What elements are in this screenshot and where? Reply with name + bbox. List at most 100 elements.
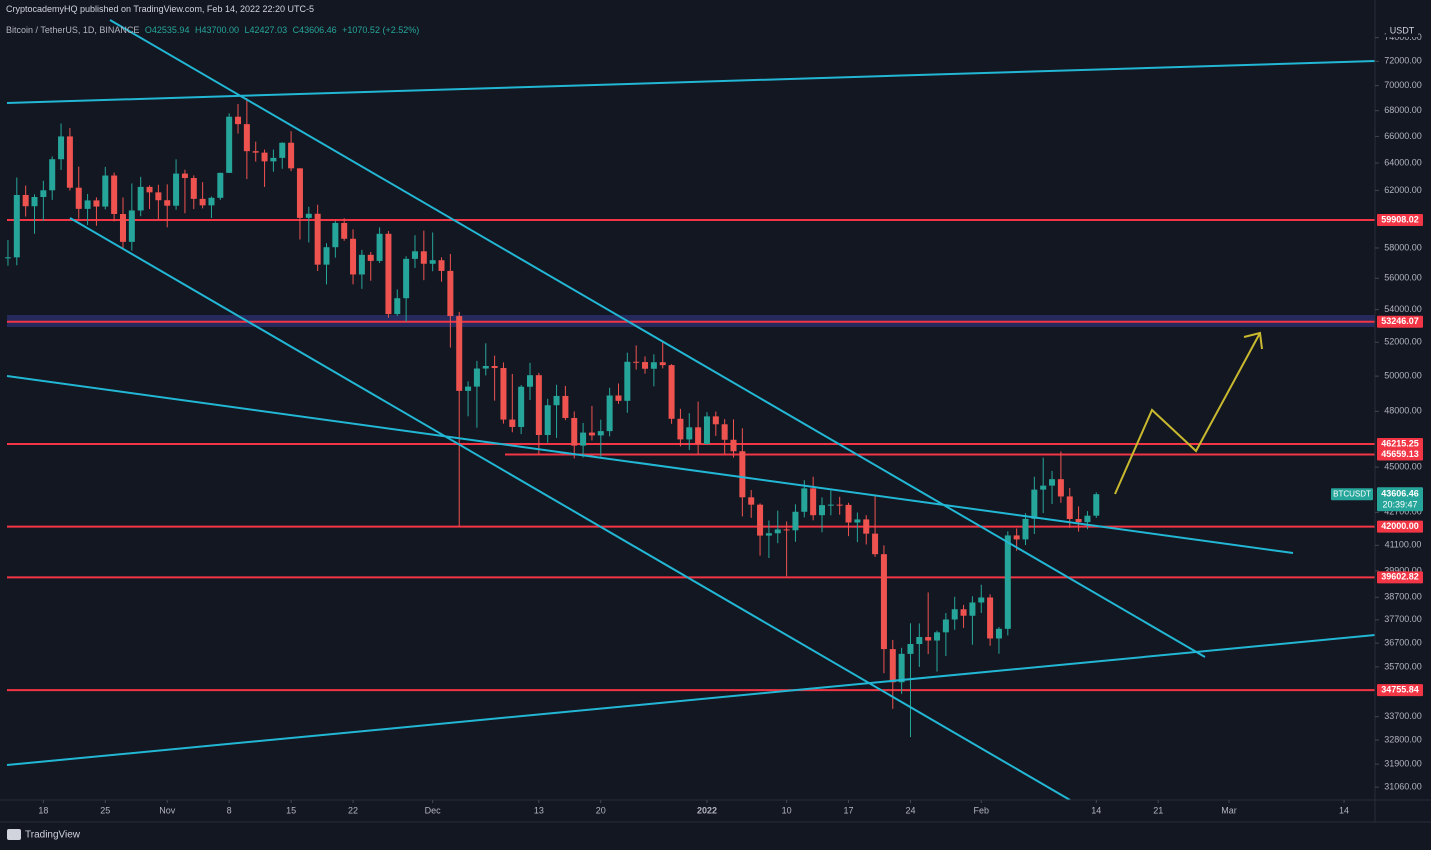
- candle-body: [845, 504, 852, 523]
- candle-body: [49, 159, 56, 191]
- x-tick-label: 10: [782, 805, 792, 815]
- candle-body: [473, 368, 480, 387]
- level-tag-label: 45659.13: [1381, 449, 1419, 459]
- candle-body: [571, 417, 578, 446]
- candle-body: [969, 602, 976, 616]
- x-tick-label: 14: [1339, 805, 1349, 815]
- level-tag-label: 39602.82: [1381, 572, 1419, 582]
- candle-body: [624, 361, 631, 401]
- y-tick-label: 37700.00: [1384, 614, 1422, 624]
- candle-body: [429, 260, 436, 264]
- level-tag: [1377, 315, 1423, 328]
- level-tag-label: 42000.00: [1381, 521, 1419, 531]
- candle-body: [650, 362, 657, 369]
- candle-body: [978, 597, 985, 603]
- candle-body: [677, 418, 684, 440]
- candle-body: [173, 173, 180, 206]
- candle-body: [544, 405, 551, 436]
- x-tick-label: 17: [844, 805, 854, 815]
- candle-body: [1040, 485, 1047, 490]
- candle-body: [102, 175, 109, 207]
- candle-body: [190, 178, 197, 199]
- trend-line: [109, 19, 1206, 658]
- candle-body: [951, 609, 958, 620]
- y-tick-label: 64000.00: [1384, 157, 1422, 167]
- candle-body: [31, 197, 38, 207]
- symbol-line: Bitcoin / TetherUS, 1D, BINANCE O42535.9…: [6, 25, 422, 35]
- x-tick-label: 18: [38, 805, 48, 815]
- candle-body: [801, 488, 808, 512]
- candle-body: [934, 632, 941, 641]
- x-tick-label: Mar: [1221, 805, 1237, 815]
- y-tick-label: 33700.00: [1384, 711, 1422, 721]
- countdown-label: 20:39:47: [1382, 500, 1417, 510]
- last-price-label: 43606.46: [1381, 489, 1419, 499]
- candle-body: [668, 365, 675, 419]
- candle-body: [606, 395, 613, 432]
- candle-body: [588, 432, 595, 436]
- x-tick-label: Nov: [159, 805, 176, 815]
- y-tick-label: 70000.00: [1384, 80, 1422, 90]
- arrow-head: [1243, 331, 1263, 350]
- level-tag: [1377, 571, 1423, 584]
- candle-body: [420, 251, 427, 264]
- publisher: CryptocademyHQ published on TradingView.…: [6, 4, 314, 14]
- level-tag-label: 59908.02: [1381, 214, 1419, 224]
- candle-body: [376, 233, 383, 261]
- candle-body: [411, 251, 418, 259]
- candle-body: [279, 142, 286, 158]
- candle-body: [13, 194, 20, 258]
- y-tick-label: 31060.00: [1384, 781, 1422, 791]
- candle-body: [341, 222, 348, 239]
- currency-label: USDT: [1390, 25, 1415, 35]
- candle-body: [358, 254, 365, 275]
- ohlc-close: C43606.46: [292, 25, 337, 35]
- candle-body: [252, 151, 259, 153]
- candle-body: [686, 427, 693, 440]
- candle-body: [75, 187, 82, 209]
- y-tick-label: 32800.00: [1384, 734, 1422, 744]
- publisher-line: CryptocademyHQ published on TradingView.…: [6, 4, 317, 14]
- candle-body: [872, 533, 879, 555]
- x-tick-label: 14: [1091, 805, 1101, 815]
- ohlc-change: +1070.52 (+2.52%): [342, 25, 420, 35]
- candle-body: [827, 504, 834, 506]
- candle-body: [580, 432, 587, 446]
- candle-body: [907, 644, 914, 654]
- level-tag: [1377, 214, 1423, 227]
- candle-body: [208, 197, 215, 206]
- candle-body: [288, 142, 295, 169]
- candle-body: [350, 238, 357, 275]
- candle-body: [925, 637, 932, 641]
- candle-body: [633, 361, 640, 363]
- level-tag: [1377, 684, 1423, 697]
- x-tick-label: 24: [905, 805, 915, 815]
- candle-body: [863, 519, 870, 534]
- candle-body: [305, 213, 312, 218]
- candle-body: [332, 222, 339, 248]
- candle-body: [659, 362, 666, 366]
- candle-body: [385, 233, 392, 315]
- candle-body: [296, 168, 303, 218]
- candle-body: [960, 609, 967, 616]
- y-tick-label: 66000.00: [1384, 131, 1422, 141]
- ohlc-open: O42535.94: [144, 25, 190, 35]
- candle-body: [535, 375, 542, 436]
- drawings: [6, 19, 1375, 800]
- brand-logo: [7, 829, 21, 840]
- candle-body: [243, 124, 250, 152]
- candle-body: [447, 270, 454, 317]
- candle-body: [22, 194, 29, 207]
- y-tick-label: 45000.00: [1384, 461, 1422, 471]
- candle-body: [509, 419, 516, 427]
- candle-body: [164, 200, 171, 206]
- candle-body: [491, 365, 498, 369]
- candle-body: [942, 619, 949, 633]
- level-tag: [1377, 520, 1423, 533]
- candle-body: [712, 416, 719, 425]
- level-tag: [1377, 438, 1423, 451]
- candle-body: [93, 200, 100, 207]
- y-tick-label: 42700.00: [1384, 507, 1422, 517]
- candle-body: [217, 172, 224, 198]
